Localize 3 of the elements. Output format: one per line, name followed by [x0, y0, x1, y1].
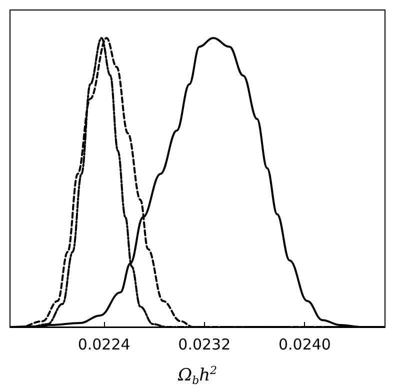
x-tick-label: 0.0240 [278, 336, 331, 354]
x-tick-label: 0.0224 [78, 336, 130, 354]
x-tick-label: 0.0232 [178, 336, 231, 354]
